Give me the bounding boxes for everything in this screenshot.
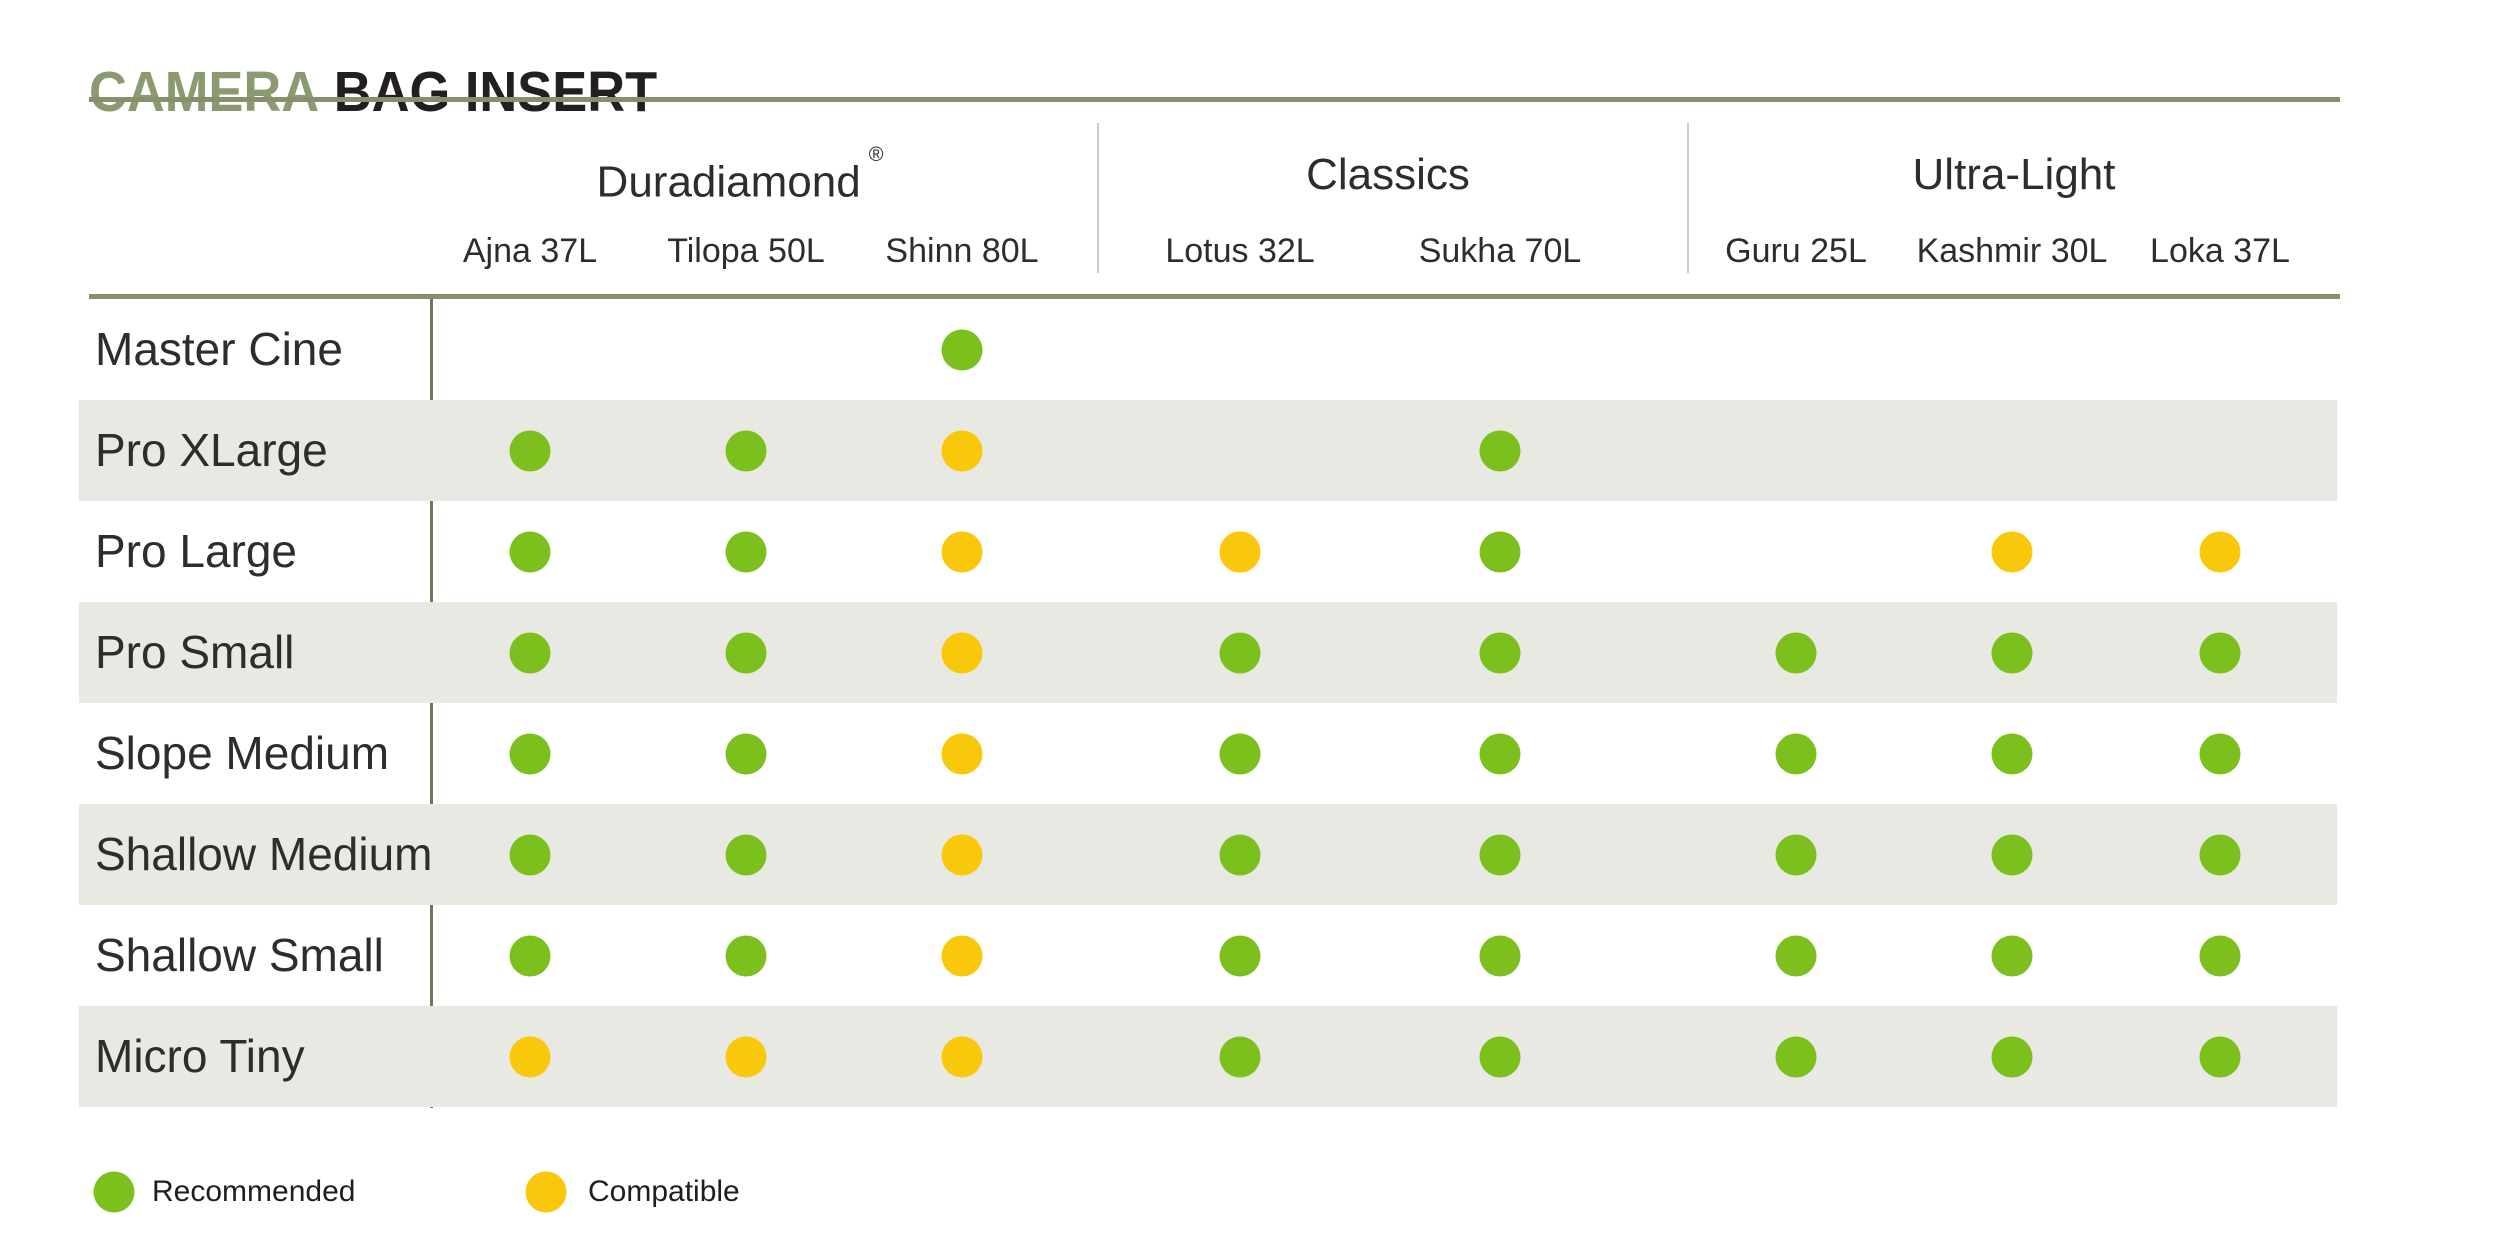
row-label: Micro Tiny	[95, 1030, 305, 1082]
recommended-status-dot	[2199, 632, 2241, 673]
legend-compatible-label: Compatible	[588, 1175, 740, 1208]
recommended-status-dot	[2199, 733, 2241, 774]
table-row: Shallow Small	[79, 905, 2337, 1006]
legend-recommended-label: Recommended	[152, 1175, 356, 1208]
page-title-rest: BAG INSERT	[333, 60, 658, 125]
header-underline-rule	[89, 294, 2340, 299]
recommended-status-dot	[1775, 1036, 1817, 1077]
page-title-space	[319, 60, 334, 124]
recommended-status-dot	[1775, 935, 1817, 976]
table-row: Pro XLarge	[79, 400, 2337, 501]
column-header-label: Loka 37L	[2150, 232, 2290, 270]
recommended-status-dot	[2199, 1036, 2241, 1077]
compatible-status-dot	[1991, 531, 2033, 572]
row-label: Pro Large	[95, 525, 298, 577]
table-row: Pro Small	[79, 602, 2337, 703]
column-header-label: Guru 25L	[1725, 232, 1867, 270]
compatible-status-dot	[941, 1036, 983, 1077]
recommended-dot-icon	[93, 1171, 135, 1213]
recommended-status-dot	[1219, 632, 1261, 673]
recommended-status-dot	[725, 733, 767, 774]
recommended-status-dot	[1479, 733, 1521, 774]
column-group-label: Classics	[1306, 150, 1470, 199]
recommended-status-dot	[2199, 834, 2241, 875]
recommended-status-dot	[1479, 531, 1521, 572]
compatible-dot-icon	[525, 1171, 567, 1213]
recommended-status-dot	[725, 632, 767, 673]
compatible-status-dot	[941, 935, 983, 976]
compatible-status-dot	[725, 1036, 767, 1077]
recommended-status-dot	[1479, 935, 1521, 976]
page-title: CAMERA BAG INSERT	[89, 64, 657, 121]
column-group-label: Duradiamond®	[596, 144, 884, 207]
row-label: Pro XLarge	[95, 424, 328, 476]
table-row: Micro Tiny	[79, 1006, 2337, 1107]
recommended-status-dot	[1219, 1036, 1261, 1077]
recommended-status-dot	[1479, 430, 1521, 471]
column-group-label: Ultra-Light	[1912, 150, 2116, 199]
recommended-status-dot	[1991, 632, 2033, 673]
recommended-status-dot	[1775, 733, 1817, 774]
column-header-label: Lotus 32L	[1165, 232, 1315, 270]
recommended-status-dot	[1775, 834, 1817, 875]
recommended-status-dot	[1775, 632, 1817, 673]
compatible-status-dot	[941, 733, 983, 774]
compatible-status-dot	[509, 1036, 551, 1077]
registered-trademark-symbol: ®	[868, 144, 884, 166]
column-header-label: Sukha 70L	[1418, 232, 1582, 270]
recommended-status-dot	[1479, 834, 1521, 875]
row-label-divider-line	[430, 299, 433, 1108]
recommended-status-dot	[509, 834, 551, 875]
recommended-status-dot	[509, 733, 551, 774]
recommended-status-dot	[725, 834, 767, 875]
compatible-status-dot	[2199, 531, 2241, 572]
table-row: Master Cine	[79, 299, 2337, 400]
row-label: Shallow Small	[95, 929, 384, 981]
compatible-status-dot	[941, 531, 983, 572]
recommended-status-dot	[509, 531, 551, 572]
recommended-status-dot	[509, 430, 551, 471]
recommended-status-dot	[941, 329, 983, 370]
recommended-status-dot	[725, 531, 767, 572]
recommended-status-dot	[1991, 1036, 2033, 1077]
title-underline-rule	[89, 97, 2340, 102]
recommended-status-dot	[1991, 834, 2033, 875]
recommended-status-dot	[1219, 935, 1261, 976]
compatible-status-dot	[941, 430, 983, 471]
recommended-status-dot	[1219, 733, 1261, 774]
row-label: Pro Small	[95, 626, 295, 678]
recommended-status-dot	[1479, 632, 1521, 673]
header-group-divider-line	[1097, 123, 1099, 273]
row-label: Master Cine	[95, 323, 343, 375]
recommended-status-dot	[509, 935, 551, 976]
column-header-label: Tilopa 50L	[667, 232, 825, 270]
recommended-status-dot	[725, 430, 767, 471]
table-row: Slope Medium	[79, 703, 2337, 804]
recommended-status-dot	[1479, 1036, 1521, 1077]
column-header-label: Shinn 80L	[885, 232, 1039, 270]
recommended-status-dot	[1219, 834, 1261, 875]
column-header-label: Kashmir 30L	[1916, 232, 2108, 270]
table-row: Shallow Medium	[79, 804, 2337, 905]
recommended-status-dot	[2199, 935, 2241, 976]
recommended-status-dot	[509, 632, 551, 673]
column-header-label: Ajna 37L	[462, 232, 598, 270]
row-label: Slope Medium	[95, 727, 390, 779]
compatible-status-dot	[941, 632, 983, 673]
recommended-status-dot	[1991, 733, 2033, 774]
recommended-status-dot	[725, 935, 767, 976]
row-label: Shallow Medium	[95, 828, 433, 880]
table-row: Pro Large	[79, 501, 2337, 602]
compatible-status-dot	[941, 834, 983, 875]
compatible-status-dot	[1219, 531, 1261, 572]
header-group-divider-line	[1687, 123, 1689, 273]
recommended-status-dot	[1991, 935, 2033, 976]
page-title-accent: CAMERA	[89, 60, 320, 125]
